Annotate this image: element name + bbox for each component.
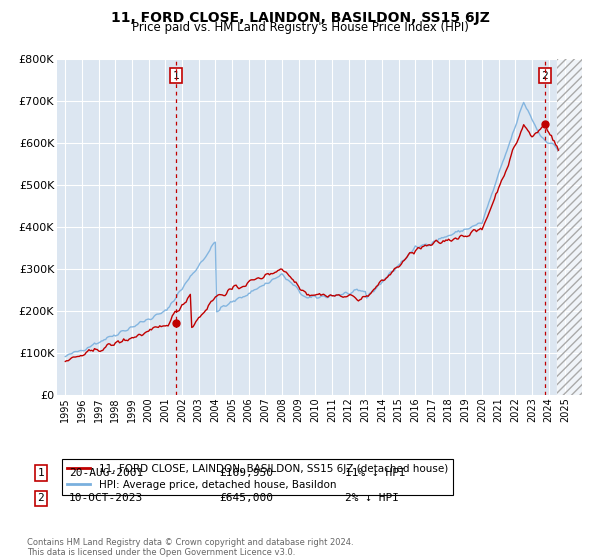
Bar <box>557 59 590 395</box>
Text: 2% ↓ HPI: 2% ↓ HPI <box>345 493 399 503</box>
Text: 11% ↓ HPI: 11% ↓ HPI <box>345 468 406 478</box>
Bar <box>557 59 590 395</box>
Text: Contains HM Land Registry data © Crown copyright and database right 2024.
This d: Contains HM Land Registry data © Crown c… <box>27 538 353 557</box>
Text: £169,950: £169,950 <box>219 468 273 478</box>
Text: £645,000: £645,000 <box>219 493 273 503</box>
Legend: 11, FORD CLOSE, LAINDON, BASILDON, SS15 6JZ (detached house), HPI: Average price: 11, FORD CLOSE, LAINDON, BASILDON, SS15 … <box>62 459 453 495</box>
Text: 2: 2 <box>37 493 44 503</box>
Text: 1: 1 <box>173 71 179 81</box>
Text: Price paid vs. HM Land Registry's House Price Index (HPI): Price paid vs. HM Land Registry's House … <box>131 21 469 34</box>
Text: 2: 2 <box>542 71 548 81</box>
Text: 20-AUG-2001: 20-AUG-2001 <box>69 468 143 478</box>
Text: 10-OCT-2023: 10-OCT-2023 <box>69 493 143 503</box>
Text: 1: 1 <box>37 468 44 478</box>
Text: 11, FORD CLOSE, LAINDON, BASILDON, SS15 6JZ: 11, FORD CLOSE, LAINDON, BASILDON, SS15 … <box>110 11 490 25</box>
